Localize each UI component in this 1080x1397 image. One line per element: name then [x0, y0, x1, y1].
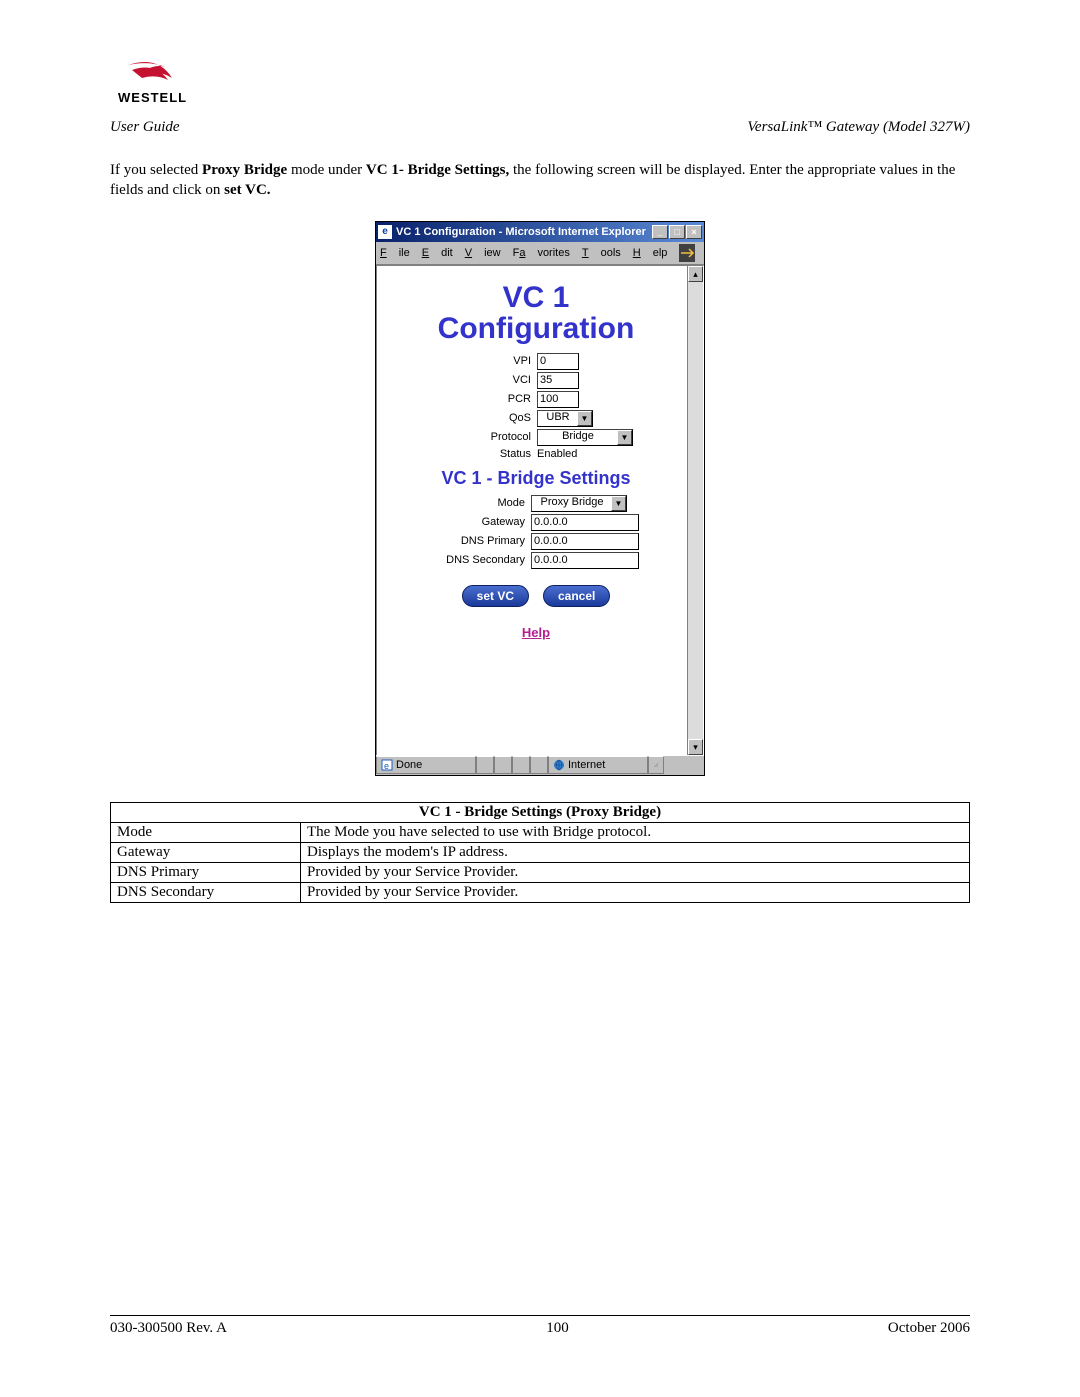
- qos-select[interactable]: UBR ▼: [537, 410, 593, 427]
- window-titlebar: e VC 1 Configuration - Microsoft Interne…: [376, 222, 704, 242]
- dns-primary-label: DNS Primary: [433, 535, 531, 547]
- status-cell: [476, 756, 494, 774]
- protocol-select[interactable]: Bridge ▼: [537, 429, 633, 446]
- menu-file[interactable]: File: [380, 247, 410, 259]
- status-done: e Done: [376, 756, 476, 774]
- footer-center: 100: [546, 1320, 569, 1337]
- vci-input[interactable]: [537, 372, 579, 389]
- content-area: ▴ ▾ VC 1 Configuration VPI VCI: [376, 265, 704, 755]
- dns-secondary-input[interactable]: [531, 552, 639, 569]
- table-key: DNS Primary: [111, 862, 301, 882]
- intro-text: mode under: [287, 162, 366, 178]
- menu-favorites[interactable]: Favorites: [513, 247, 570, 259]
- dropdown-icon: ▼: [617, 430, 632, 445]
- table-row: ModeThe Mode you have selected to use wi…: [111, 822, 970, 842]
- table-key: DNS Secondary: [111, 882, 301, 902]
- status-value: Enabled: [537, 448, 577, 460]
- intro-bold: VC 1- Bridge Settings,: [366, 162, 509, 178]
- mode-label: Mode: [433, 497, 531, 509]
- scroll-down-button[interactable]: ▾: [688, 739, 703, 755]
- dns-secondary-label: DNS Secondary: [433, 554, 531, 566]
- gateway-label: Gateway: [433, 516, 531, 528]
- heading-line2: Configuration: [438, 312, 635, 345]
- scroll-up-button[interactable]: ▴: [688, 266, 703, 282]
- table-value: Displays the modem's IP address.: [301, 842, 970, 862]
- heading-line1: VC 1: [503, 281, 570, 314]
- menu-help[interactable]: Help: [633, 247, 668, 259]
- status-bar: e Done Internet: [376, 755, 704, 775]
- status-done-text: Done: [396, 759, 422, 771]
- mode-select[interactable]: Proxy Bridge ▼: [531, 495, 627, 512]
- status-cell: [530, 756, 548, 774]
- ie-icon: e: [378, 225, 392, 239]
- scrollbar[interactable]: ▴ ▾: [687, 266, 703, 755]
- table-title: VC 1 - Bridge Settings (Proxy Bridge): [111, 802, 970, 822]
- browser-window: e VC 1 Configuration - Microsoft Interne…: [375, 221, 705, 776]
- gateway-input[interactable]: [531, 514, 639, 531]
- settings-table: VC 1 - Bridge Settings (Proxy Bridge) Mo…: [110, 802, 970, 903]
- help-link[interactable]: Help: [522, 625, 550, 640]
- status-cell: [494, 756, 512, 774]
- protocol-label: Protocol: [439, 431, 537, 443]
- mode-value: Proxy Bridge: [541, 496, 604, 508]
- vpi-input[interactable]: [537, 353, 579, 370]
- intro-bold: set VC.: [224, 182, 270, 198]
- window-title: VC 1 Configuration - Microsoft Internet …: [396, 226, 652, 238]
- config-heading: VC 1 Configuration: [387, 282, 685, 345]
- pcr-input[interactable]: [537, 391, 579, 408]
- throbber-icon: [679, 244, 695, 262]
- dns-primary-input[interactable]: [531, 533, 639, 550]
- table-row: DNS SecondaryProvided by your Service Pr…: [111, 882, 970, 902]
- pcr-label: PCR: [439, 393, 537, 405]
- footer-left: 030-300500 Rev. A: [110, 1320, 227, 1337]
- vpi-label: VPI: [439, 355, 537, 367]
- table-key: Gateway: [111, 842, 301, 862]
- status-cell: [512, 756, 530, 774]
- table-value: Provided by your Service Provider.: [301, 862, 970, 882]
- status-label: Status: [439, 448, 537, 460]
- set-vc-button[interactable]: set VC: [462, 585, 529, 607]
- table-row: GatewayDisplays the modem's IP address.: [111, 842, 970, 862]
- table-value: The Mode you have selected to use with B…: [301, 822, 970, 842]
- logo: WESTELL: [110, 60, 970, 115]
- intro-paragraph: If you selected Proxy Bridge mode under …: [110, 160, 970, 201]
- menu-view[interactable]: View: [465, 247, 501, 259]
- logo-text: WESTELL: [118, 90, 187, 105]
- bridge-settings-heading: VC 1 - Bridge Settings: [387, 468, 685, 489]
- protocol-value: Bridge: [562, 430, 594, 442]
- footer-right: October 2006: [888, 1320, 970, 1337]
- page-header: User Guide VersaLink™ Gateway (Model 327…: [110, 119, 970, 136]
- header-right: VersaLink™ Gateway (Model 327W): [747, 119, 970, 136]
- maximize-button[interactable]: □: [669, 225, 685, 239]
- minimize-button[interactable]: _: [652, 225, 668, 239]
- close-button[interactable]: ×: [686, 225, 702, 239]
- table-row: DNS PrimaryProvided by your Service Prov…: [111, 862, 970, 882]
- svg-text:e: e: [384, 761, 389, 771]
- menu-bar: File Edit View Favorites Tools Help: [376, 242, 704, 265]
- qos-value: UBR: [546, 411, 569, 423]
- resize-grip[interactable]: [648, 756, 664, 774]
- status-zone: Internet: [548, 756, 648, 774]
- dropdown-icon: ▼: [577, 411, 592, 426]
- cancel-button[interactable]: cancel: [543, 585, 610, 607]
- menu-tools[interactable]: Tools: [582, 247, 621, 259]
- intro-text: If you selected: [110, 162, 202, 178]
- vc-form: VPI VCI PCR QoS UBR ▼: [439, 351, 633, 462]
- vci-label: VCI: [439, 374, 537, 386]
- status-zone-text: Internet: [568, 759, 605, 771]
- bridge-form: Mode Proxy Bridge ▼ Gateway DNS Primary D…: [433, 493, 639, 571]
- table-key: Mode: [111, 822, 301, 842]
- table-value: Provided by your Service Provider.: [301, 882, 970, 902]
- intro-bold: Proxy Bridge: [202, 162, 287, 178]
- dropdown-icon: ▼: [611, 496, 626, 511]
- menu-edit[interactable]: Edit: [422, 247, 453, 259]
- page-footer: 030-300500 Rev. A 100 October 2006: [110, 1315, 970, 1337]
- header-left: User Guide: [110, 119, 180, 136]
- qos-label: QoS: [439, 412, 537, 424]
